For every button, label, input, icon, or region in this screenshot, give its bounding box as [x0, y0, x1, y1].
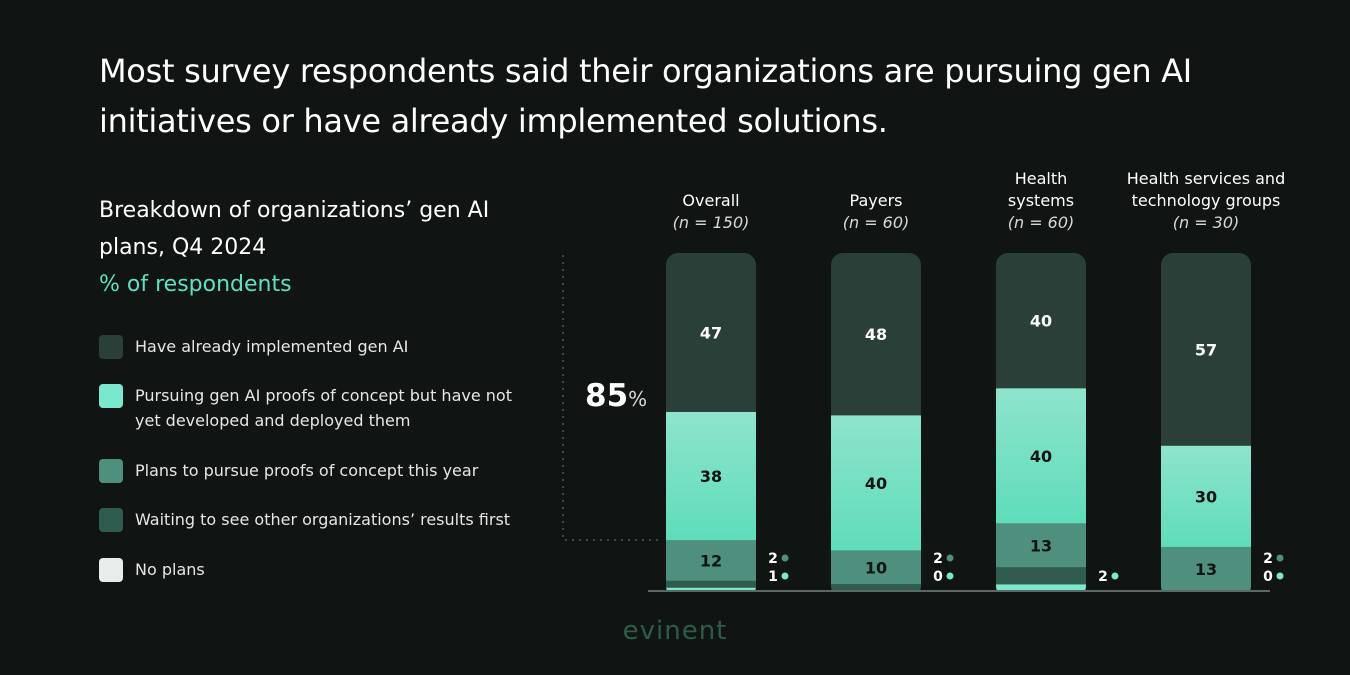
- legend-swatch: [99, 384, 123, 408]
- bar-segment-waiting: [996, 567, 1086, 585]
- bar-segment-pursuing: [666, 411, 756, 541]
- callout-value: 85: [585, 378, 629, 414]
- bar-segment-implemented: [666, 253, 756, 412]
- bar-segment-implemented: [831, 253, 921, 416]
- side-label-dot: [781, 554, 789, 562]
- unit-label: % of respondents: [99, 272, 292, 297]
- bar-segment-plans: [1161, 547, 1251, 591]
- headline: Most survey respondents said their organ…: [99, 52, 1192, 140]
- column-sample-size: (n = 60): [1007, 213, 1075, 232]
- legend-swatch: [99, 459, 123, 483]
- side-label-dot: [1111, 572, 1119, 580]
- column-title: Health systems (n = 60): [951, 168, 1131, 234]
- bar-segment-waiting: [666, 580, 756, 588]
- column-name: Health services and technology groups: [1126, 169, 1286, 210]
- legend-label: No plans: [135, 560, 205, 579]
- side-label-dot: [946, 554, 954, 562]
- bar-value-label: 30: [1195, 487, 1217, 506]
- bar-segment-no-plans: [666, 587, 756, 591]
- legend-label: Pursuing gen AI proofs of concept but ha…: [135, 386, 512, 430]
- side-label-dot: [1276, 572, 1284, 580]
- bar-segment-plans: [831, 550, 921, 585]
- bar-column: [1161, 253, 1251, 591]
- column-name: Overall: [682, 191, 740, 210]
- bar-segment-waiting: [831, 584, 921, 591]
- column-name: Payers: [849, 191, 903, 210]
- bar-value-label: 40: [1030, 312, 1052, 331]
- side-value-label: 2: [768, 551, 778, 567]
- legend-swatch: [99, 508, 123, 532]
- bar-segment-implemented: [1161, 253, 1251, 446]
- legend-label: Plans to pursue proofs of concept this y…: [135, 461, 479, 480]
- legend-label: Have already implemented gen AI: [135, 337, 409, 356]
- bar-column: [996, 253, 1086, 591]
- bar-value-label: 12: [700, 552, 722, 571]
- callout-percentage: 85%: [585, 378, 647, 414]
- bar-segment-pursuing: [996, 388, 1086, 524]
- column-title: Overall (n = 150): [621, 190, 801, 234]
- evinent-logo: evinent: [622, 616, 728, 646]
- bar-column: [831, 253, 921, 591]
- legend-label: Waiting to see other organizations’ resu…: [135, 510, 511, 529]
- bar-value-label: 13: [1030, 536, 1052, 555]
- bar-value-label: 10: [865, 558, 887, 577]
- bracket-line: [562, 255, 662, 541]
- side-label-dot: [781, 572, 789, 580]
- bar-column: [666, 253, 756, 591]
- column-name: Health systems: [1007, 169, 1075, 210]
- callout-unit: %: [628, 387, 648, 411]
- chart-subtitle: Breakdown of organizations’ gen AI plans…: [99, 198, 490, 260]
- side-value-label: 0: [1263, 569, 1273, 585]
- bar-segment-no-plans: [996, 584, 1086, 591]
- column-sample-size: (n = 30): [1172, 213, 1240, 232]
- bar-value-label: 40: [1030, 447, 1052, 466]
- bar-segment-plans: [996, 523, 1086, 568]
- side-value-label: 2: [1098, 569, 1108, 585]
- bar-value-label: 40: [865, 474, 887, 493]
- column-sample-size: (n = 60): [842, 213, 910, 232]
- side-value-label: 2: [933, 551, 943, 567]
- column-title: Health services and technology groups (n …: [1116, 168, 1296, 234]
- bar-value-label: 13: [1195, 560, 1217, 579]
- bar-value-label: 38: [700, 467, 722, 486]
- bar-segment-implemented: [996, 253, 1086, 389]
- bar-value-label: 47: [700, 323, 722, 342]
- bar-segment-plans: [666, 540, 756, 581]
- column-sample-size: (n = 150): [672, 213, 750, 232]
- bar-value-label: 57: [1195, 340, 1217, 359]
- side-value-label: 2: [1263, 551, 1273, 567]
- legend-swatch: [99, 335, 123, 359]
- side-value-label: 1: [768, 569, 778, 585]
- bar-segment-pursuing: [831, 415, 921, 551]
- legend-swatch: [99, 558, 123, 582]
- side-label-dot: [946, 572, 954, 580]
- bar-segment-pursuing: [1161, 445, 1251, 548]
- side-label-dot: [1276, 554, 1284, 562]
- column-title: Payers (n = 60): [786, 190, 966, 234]
- side-value-label: 0: [933, 569, 943, 585]
- bar-value-label: 48: [865, 325, 887, 344]
